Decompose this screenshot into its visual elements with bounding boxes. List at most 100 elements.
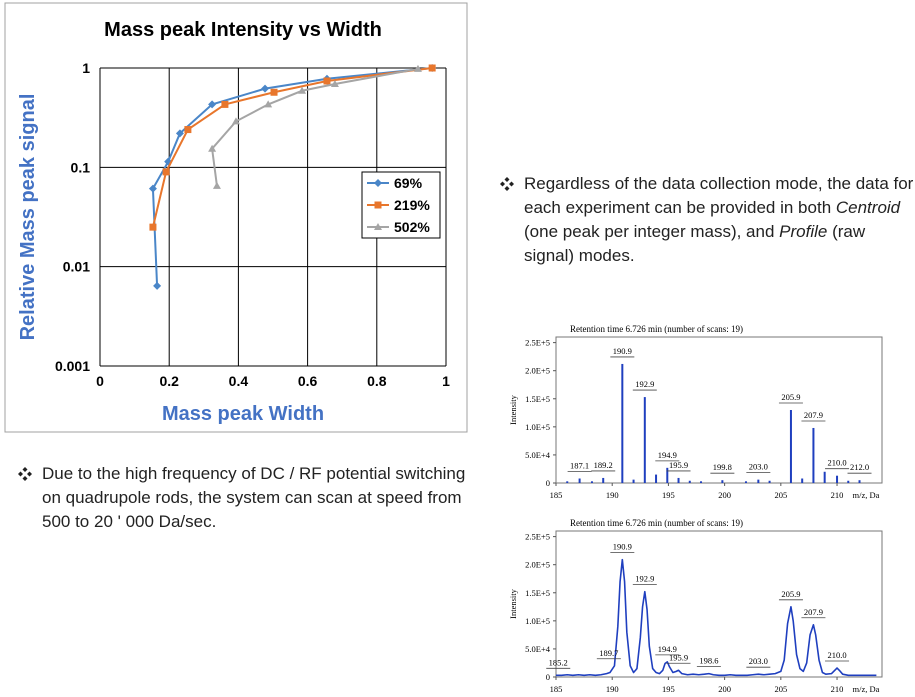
y-tick-label: 0	[546, 672, 550, 682]
y-axis-label: Relative Mass peak signal	[17, 94, 39, 341]
peak-label: 185.2	[549, 657, 568, 667]
peak-label: 187.1	[570, 461, 589, 471]
marker	[330, 80, 339, 88]
y-tick-label: 1.5E+5	[525, 588, 550, 598]
marker	[231, 117, 240, 125]
peak-bar	[578, 478, 581, 483]
x-tick-label: 185	[550, 490, 563, 500]
bullet-icon	[500, 177, 514, 191]
y-tick-label: 0	[546, 478, 550, 488]
y-tick-label: 5.0E+4	[525, 644, 551, 654]
bullet-note: Regardless of the data collection mode, …	[500, 172, 915, 268]
peak-bar	[789, 410, 792, 483]
marker	[212, 181, 221, 189]
x-tick-label: 0.2	[159, 373, 179, 389]
marker	[428, 64, 436, 72]
marker	[221, 100, 229, 108]
peak-label: 194.9	[658, 450, 677, 460]
peak-bar	[621, 363, 624, 483]
peak-bar	[666, 467, 669, 483]
legend-marker	[374, 201, 382, 209]
legend-marker	[374, 179, 382, 187]
x-tick-label: 185	[550, 684, 563, 694]
peak-bar	[801, 478, 804, 483]
y-axis-label: Intensity	[508, 394, 518, 424]
peak-label: 205.9	[781, 392, 800, 402]
y-tick-label: 0.01	[63, 259, 90, 275]
note-text: Due to the high frequency of DC / RF pot…	[42, 464, 466, 531]
x-tick-label: 200	[718, 684, 731, 694]
peak-bar	[566, 481, 569, 483]
x-tick-label: 200	[718, 490, 731, 500]
peak-bar	[590, 481, 593, 483]
peak-bar	[721, 480, 724, 483]
marker	[298, 86, 307, 94]
peak-label: 189.7	[599, 648, 618, 658]
peak-label: 190.9	[613, 542, 632, 552]
chart-title: Mass peak Intensity vs Width	[104, 19, 382, 41]
peak-bar	[812, 427, 815, 483]
marker	[208, 100, 217, 109]
peak-label: 199.8	[713, 462, 732, 472]
y-tick-label: 2.5E+5	[525, 338, 550, 348]
peak-label: 205.9	[781, 589, 800, 599]
x-tick-label: 190	[606, 490, 619, 500]
peak-bar	[836, 475, 839, 483]
bullet-icon	[18, 467, 32, 481]
x-tick-label: 0.6	[298, 373, 318, 389]
peak-bar	[688, 480, 691, 483]
marker	[264, 100, 273, 108]
peak-bar	[858, 480, 861, 483]
note-text: Regardless of the data collection mode, …	[524, 174, 914, 217]
peak-label: 192.9	[635, 379, 654, 389]
peak-bar	[655, 474, 658, 483]
marker	[323, 77, 331, 85]
chart-title: Retention time 6.726 min (number of scan…	[570, 518, 743, 528]
marker	[162, 168, 170, 176]
peak-label: 192.9	[635, 574, 654, 584]
peak-label: 207.9	[804, 410, 823, 420]
marker	[208, 144, 217, 152]
peak-bar	[677, 477, 680, 483]
peak-label: 203.0	[749, 462, 768, 472]
x-tick-label: 1	[442, 373, 450, 389]
series-line	[151, 67, 433, 286]
y-tick-label: 1.0E+5	[525, 422, 550, 432]
peak-bar	[643, 397, 646, 483]
x-axis-label: m/z, Da	[853, 684, 880, 694]
legend-label: 219%	[394, 197, 430, 213]
peak-label: 210.0	[827, 650, 846, 660]
peak-bar	[744, 481, 747, 483]
marker	[149, 223, 157, 231]
peak-bar	[847, 480, 850, 483]
note-text: Centroid	[835, 198, 901, 217]
peak-label: 198.6	[699, 656, 718, 666]
x-axis-label: m/z, Da	[853, 490, 880, 500]
chart-title: Retention time 6.726 min (number of scan…	[570, 324, 743, 334]
peak-label: 212.0	[850, 462, 869, 472]
peak-label: 195.9	[669, 652, 688, 662]
x-tick-label: 0.4	[229, 373, 249, 389]
bullet-note: Due to the high frequency of DC / RF pot…	[18, 462, 482, 534]
peak-label: 210.0	[827, 458, 846, 468]
x-tick-label: 195	[662, 490, 675, 500]
x-tick-label: 190	[606, 684, 619, 694]
x-tick-label: 0.8	[367, 373, 387, 389]
plot-frame	[555, 530, 883, 678]
marker	[148, 184, 157, 193]
note-text: (one peak per integer mass), and	[524, 222, 780, 241]
y-axis-label: Intensity	[508, 588, 518, 618]
y-tick-label: 2.0E+5	[525, 560, 550, 570]
peak-label: 190.9	[613, 346, 632, 356]
marker	[184, 126, 192, 134]
legend-label: 69%	[394, 175, 423, 191]
peak-label: 195.9	[669, 460, 688, 470]
peak-label: 194.9	[658, 644, 677, 654]
peak-label: 189.2	[594, 460, 613, 470]
peak-bar	[700, 481, 703, 483]
peak-bar	[602, 477, 605, 483]
legend-label: 502%	[394, 219, 430, 235]
plot-frame	[555, 336, 883, 484]
